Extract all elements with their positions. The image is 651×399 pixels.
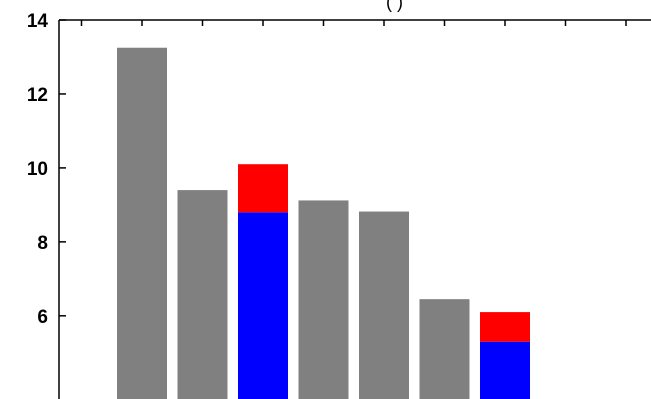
bar-5-segment-1 [359, 211, 409, 399]
y-tick-label-14: 14 [27, 11, 49, 32]
y-axis-ticks [59, 19, 66, 317]
y-tick-label-6: 6 [37, 307, 48, 328]
bar-3-segment-2 [238, 212, 288, 399]
bar-3-segment-3 [238, 164, 288, 213]
y-tick-label-12: 12 [27, 85, 48, 106]
bar-6-segment-1 [419, 299, 470, 399]
top-tick-marks [80, 20, 627, 26]
bars-group [117, 47, 530, 399]
chart-title-partial: ( ) [386, 0, 403, 12]
y-tick-label-10: 10 [27, 159, 48, 180]
y-tick-label-8: 8 [37, 233, 48, 254]
bar-7-segment-2 [480, 341, 530, 399]
bar-1-segment-1 [117, 47, 167, 399]
bar-2-segment-1 [177, 190, 228, 399]
y-axis-tick-labels: 6 8 10 12 14 [27, 11, 49, 328]
bar-7-segment-3 [480, 312, 530, 342]
bar-4-segment-1 [298, 200, 349, 399]
